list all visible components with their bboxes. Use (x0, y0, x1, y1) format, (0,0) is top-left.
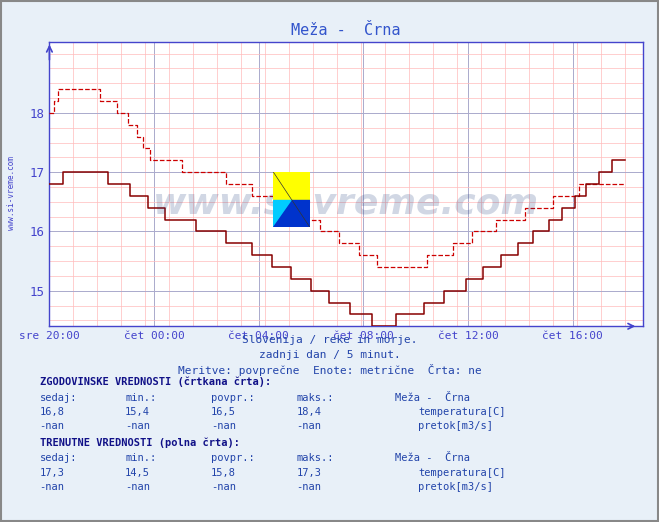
Polygon shape (273, 200, 291, 227)
Text: min.:: min.: (125, 393, 156, 403)
Text: sedaj:: sedaj: (40, 393, 77, 403)
Text: -nan: -nan (211, 421, 236, 431)
Text: temperatura[C]: temperatura[C] (418, 407, 506, 417)
Text: 18,4: 18,4 (297, 407, 322, 417)
Text: www.si-vreme.com: www.si-vreme.com (7, 156, 16, 230)
Text: 17,3: 17,3 (40, 468, 65, 478)
Text: Slovenija / reke in morje.: Slovenija / reke in morje. (242, 335, 417, 345)
Text: povpr.:: povpr.: (211, 454, 254, 464)
Text: 15,8: 15,8 (211, 468, 236, 478)
Text: zadnji dan / 5 minut.: zadnji dan / 5 minut. (258, 350, 401, 360)
Text: 16,5: 16,5 (211, 407, 236, 417)
Polygon shape (273, 200, 310, 227)
Text: -nan: -nan (211, 482, 236, 492)
Text: sedaj:: sedaj: (40, 454, 77, 464)
Text: povpr.:: povpr.: (211, 393, 254, 403)
Text: min.:: min.: (125, 454, 156, 464)
Text: -nan: -nan (125, 421, 150, 431)
Text: maks.:: maks.: (297, 393, 334, 403)
Text: pretok[m3/s]: pretok[m3/s] (418, 421, 494, 431)
Text: Meritve: povprečne  Enote: metrične  Črta: ne: Meritve: povprečne Enote: metrične Črta:… (178, 364, 481, 376)
Text: TRENUTNE VREDNOSTI (polna črta):: TRENUTNE VREDNOSTI (polna črta): (40, 437, 239, 448)
Text: Meža -  Črna: Meža - Črna (395, 454, 471, 464)
Text: -nan: -nan (40, 421, 65, 431)
Text: -nan: -nan (297, 482, 322, 492)
Polygon shape (273, 172, 310, 200)
Text: 14,5: 14,5 (125, 468, 150, 478)
Text: temperatura[C]: temperatura[C] (418, 468, 506, 478)
Text: -nan: -nan (125, 482, 150, 492)
Text: -nan: -nan (40, 482, 65, 492)
Text: maks.:: maks.: (297, 454, 334, 464)
Text: -nan: -nan (297, 421, 322, 431)
Text: www.si-vreme.com: www.si-vreme.com (153, 187, 539, 221)
Text: ZGODOVINSKE VREDNOSTI (črtkana črta):: ZGODOVINSKE VREDNOSTI (črtkana črta): (40, 377, 271, 387)
Text: 17,3: 17,3 (297, 468, 322, 478)
Text: Meža -  Črna: Meža - Črna (395, 393, 471, 403)
Title: Meža -  Črna: Meža - Črna (291, 23, 401, 38)
Text: 16,8: 16,8 (40, 407, 65, 417)
Text: pretok[m3/s]: pretok[m3/s] (418, 482, 494, 492)
Text: 15,4: 15,4 (125, 407, 150, 417)
